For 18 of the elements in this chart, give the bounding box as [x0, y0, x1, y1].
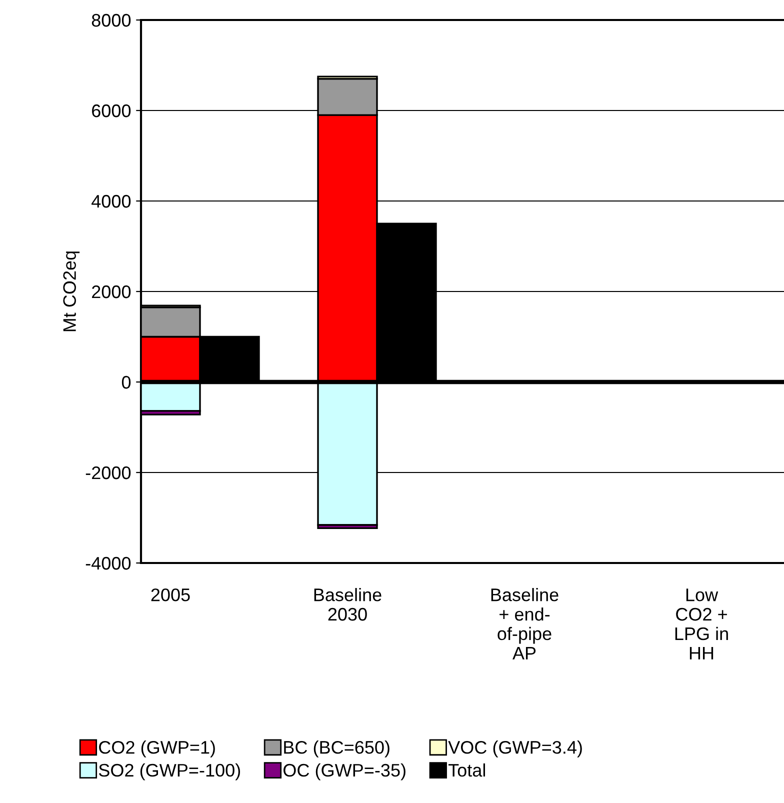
legend-label: SO2 (GWP=-100) [98, 763, 240, 780]
y-tick-label: 2000 [92, 285, 131, 298]
y-tick-label: -4000 [86, 556, 131, 570]
legend-label: VOC (GWP=3.4) [448, 740, 582, 758]
y-tick-label: 6000 [92, 104, 131, 118]
x-tick-label: Baseline 2030 [314, 588, 382, 621]
y-tick-label: 0 [122, 376, 131, 389]
x-tick-label: Low CO2 + LPG in HH [675, 588, 728, 660]
x-tick-label: Baseline + end- of-pipe AP [491, 588, 558, 660]
legend-label: Total [448, 763, 485, 777]
y-tick-label: 8000 [92, 14, 131, 27]
legend-label: BC (BC=650) [284, 740, 390, 758]
x-tick-label: 2005 [151, 588, 190, 602]
legend-label: CO2 (GWP=1) [99, 740, 215, 758]
y-tick-label: 4000 [92, 194, 131, 208]
y-tick-label: -2000 [86, 466, 131, 480]
legend-label: OC (GWP=-35) [284, 763, 406, 780]
y-axis-title: Mt CO2eq [63, 252, 80, 332]
